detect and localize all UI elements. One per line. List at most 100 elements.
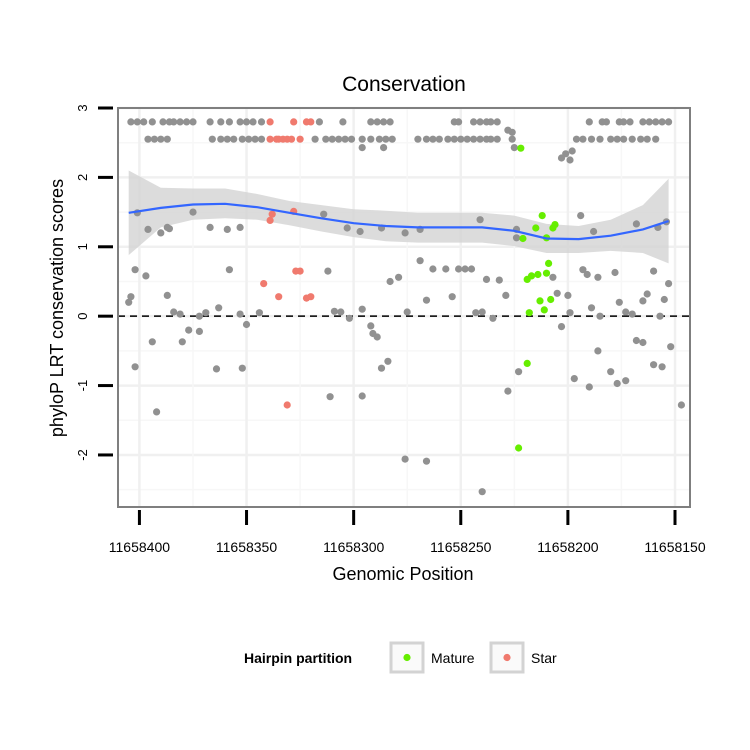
- data-point: [386, 118, 394, 126]
- data-point: [367, 322, 375, 330]
- data-point-star: [290, 118, 298, 126]
- data-point: [652, 118, 660, 126]
- data-point-mature: [519, 234, 527, 243]
- data-point: [502, 291, 510, 299]
- data-point: [613, 135, 621, 143]
- data-point: [467, 265, 476, 273]
- data-point: [358, 135, 366, 143]
- data-point-star: [268, 210, 276, 218]
- data-point: [356, 227, 364, 236]
- data-point: [401, 229, 409, 237]
- data-point-star: [266, 118, 274, 126]
- plot-frame: [117, 107, 691, 508]
- data-point: [257, 118, 266, 126]
- data-point-star: [296, 267, 304, 275]
- data-point: [202, 309, 210, 317]
- data-point: [185, 326, 193, 334]
- data-point: [324, 267, 332, 275]
- data-point: [515, 368, 523, 376]
- data-point: [583, 270, 591, 279]
- y-tick-label: 0: [75, 313, 90, 320]
- data-point: [626, 118, 634, 126]
- data-point: [238, 135, 246, 143]
- data-point: [345, 314, 353, 322]
- data-point: [384, 357, 392, 365]
- data-point: [607, 368, 615, 376]
- data-point: [594, 273, 602, 281]
- data-point: [650, 361, 658, 369]
- data-point: [493, 135, 501, 143]
- data-points: [125, 118, 686, 496]
- data-point: [504, 387, 512, 395]
- data-point: [579, 135, 587, 143]
- x-axis: 11658400 11658350 11658300 11658250 11658200…: [109, 510, 706, 555]
- data-point: [358, 305, 366, 313]
- data-point: [230, 135, 238, 143]
- data-point: [628, 310, 636, 318]
- y-tick-label: 1: [75, 243, 90, 250]
- data-point: [380, 144, 388, 152]
- data-point: [170, 308, 178, 316]
- data-point: [482, 275, 491, 283]
- data-point: [403, 308, 411, 316]
- data-point-star: [266, 135, 274, 143]
- y-tick-label: 2: [75, 174, 90, 181]
- data-point: [159, 118, 167, 126]
- data-point: [422, 296, 431, 304]
- data-point-mature: [534, 270, 542, 279]
- data-point: [455, 118, 463, 126]
- data-point: [643, 290, 651, 298]
- data-point-mature: [517, 144, 525, 152]
- y-tick-label: -1: [75, 380, 90, 392]
- data-point: [148, 338, 156, 346]
- data-point: [236, 310, 244, 318]
- data-point: [339, 118, 347, 126]
- data-point: [373, 118, 381, 126]
- data-point: [570, 375, 578, 383]
- data-point-mature: [542, 269, 551, 277]
- data-point: [328, 135, 336, 143]
- data-point-mature: [523, 359, 531, 367]
- data-point: [632, 220, 641, 228]
- x-tick-label: 11658400: [109, 539, 170, 555]
- data-point: [153, 408, 161, 416]
- gridlines: [118, 106, 690, 507]
- data-point: [553, 289, 561, 297]
- data-point: [215, 304, 223, 312]
- data-point-star: [296, 135, 304, 143]
- data-point: [223, 225, 231, 233]
- data-point-mature: [525, 309, 533, 317]
- data-point: [637, 135, 645, 143]
- data-point: [478, 488, 486, 496]
- data-point: [163, 291, 171, 299]
- data-point: [125, 298, 133, 306]
- data-point: [414, 135, 422, 143]
- data-point: [223, 135, 231, 143]
- data-point: [476, 135, 484, 143]
- y-tick-label: 3: [75, 104, 90, 111]
- x-tick-label: 11658200: [537, 539, 598, 555]
- data-point: [238, 364, 246, 372]
- x-axis-label: Genomic Position: [332, 564, 473, 584]
- legend-swatch-star: [503, 653, 511, 662]
- data-point: [585, 118, 593, 126]
- data-point: [596, 312, 604, 320]
- data-point: [645, 118, 653, 126]
- data-point: [622, 308, 630, 316]
- data-point: [665, 280, 673, 288]
- data-point: [225, 266, 233, 274]
- x-tick-label: 11658350: [216, 539, 277, 555]
- data-point: [242, 118, 251, 126]
- data-point: [377, 364, 386, 372]
- data-point: [330, 307, 338, 315]
- data-point: [217, 135, 225, 143]
- data-point: [455, 265, 463, 273]
- data-point: [375, 135, 383, 143]
- data-point: [163, 223, 171, 231]
- data-point: [395, 273, 403, 281]
- legend-swatch-mature: [403, 653, 411, 662]
- data-point: [615, 298, 623, 306]
- data-point: [613, 379, 621, 388]
- data-point: [660, 295, 668, 304]
- data-point: [195, 312, 203, 320]
